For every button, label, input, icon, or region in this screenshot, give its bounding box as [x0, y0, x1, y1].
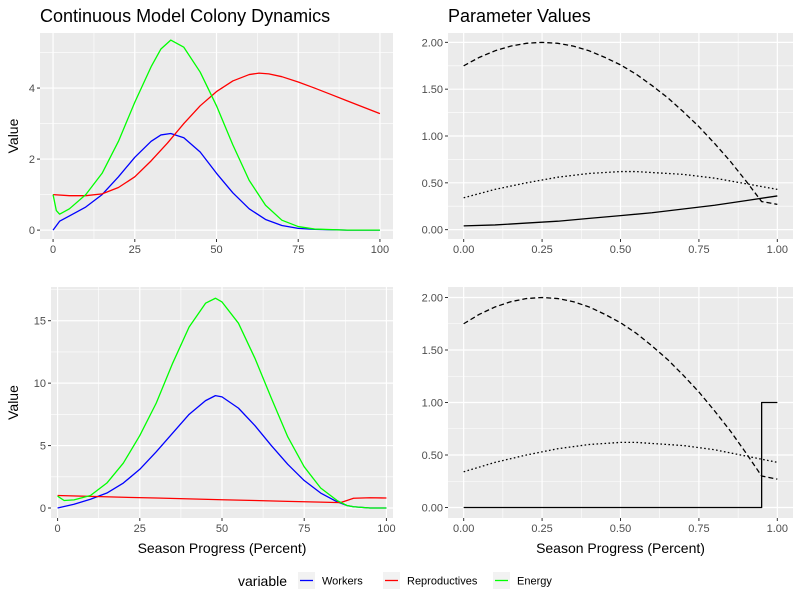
- y-axis-label: Value: [5, 385, 21, 420]
- panel-3: 0 25 50 75 100 0 5 10 15 Season Progress (Percent…: [5, 287, 396, 556]
- y-tick-label: 10: [34, 378, 46, 390]
- panel-4: 0.00 0.25 0.50 0.75 1.00 0.00 0.50 1.00 1.50 2.00…: [422, 287, 793, 556]
- x-axis-label: Season Progress (Percent): [138, 540, 307, 556]
- legend-title: variable: [238, 573, 287, 589]
- y-tick-label: 2.00: [422, 37, 443, 49]
- panel-2: 0.00 0.25 0.50 0.75 1.00 0.00 0.50 1.00 1.50 2.00…: [422, 6, 793, 256]
- y-tick-label: 5: [40, 441, 46, 453]
- panel-title: Continuous Model Colony Dynamics: [40, 6, 330, 26]
- y-tick-label: 2: [29, 154, 35, 166]
- x-tick-label: 0.50: [610, 523, 631, 535]
- series-line-workers: [52, 132, 380, 231]
- x-tick-label: 0: [55, 523, 61, 535]
- y-axis-label: Value: [5, 118, 21, 153]
- x-tick-label: 25: [129, 244, 141, 256]
- y-tick-label: 1.50: [422, 84, 443, 96]
- legend-label-workers: Workers: [322, 576, 363, 588]
- y-tick-label: 0: [40, 503, 46, 515]
- x-tick-label: 1.00: [767, 523, 788, 535]
- series-line-solid-3: [463, 195, 778, 227]
- series-line-dashed-1: [463, 41, 778, 205]
- x-tick-label: 0.75: [688, 244, 709, 256]
- series-line-solid-3: [463, 401, 778, 509]
- series-line-dashed-1: [463, 296, 778, 480]
- x-tick-label: 0.50: [610, 244, 631, 256]
- series-line-reproductives: [57, 494, 387, 504]
- x-tick-label: 0.25: [531, 523, 552, 535]
- x-tick-label: 100: [371, 244, 389, 256]
- y-tick-label: 1.50: [422, 345, 443, 357]
- legend: variable Workers Reproductives Energy: [238, 572, 552, 589]
- x-tick-label: 0.00: [453, 244, 474, 256]
- panel-1: 0 25 50 75 100 0 2 4 Continuous Model Colony Dyn…: [5, 6, 393, 256]
- x-tick-label: 100: [377, 523, 395, 535]
- y-tick-label: 4: [29, 83, 35, 95]
- legend-label-reproductives: Reproductives: [407, 576, 478, 588]
- y-tick-label: 2.00: [422, 293, 443, 305]
- x-tick-label: 1.00: [767, 244, 788, 256]
- series-line-energy: [52, 39, 380, 231]
- y-tick-label: 0.50: [422, 450, 443, 462]
- x-tick-label: 75: [298, 523, 310, 535]
- x-tick-label: 25: [134, 523, 146, 535]
- series-line-energy: [57, 297, 387, 509]
- y-tick-label: 1.00: [422, 131, 443, 143]
- y-tick-label: 0: [29, 225, 35, 237]
- panel-title: Parameter Values: [448, 6, 591, 26]
- x-tick-label: 75: [292, 244, 304, 256]
- y-tick-label: 0.50: [422, 178, 443, 190]
- y-tick-label: 1.00: [422, 398, 443, 410]
- x-tick-label: 50: [216, 523, 228, 535]
- x-tick-label: 0.00: [453, 523, 474, 535]
- x-tick-label: 0.25: [531, 244, 552, 256]
- series-line-reproductives: [53, 72, 381, 197]
- x-tick-label: 0: [50, 244, 56, 256]
- y-tick-label: 15: [34, 316, 46, 328]
- x-axis-label: Season Progress (Percent): [536, 540, 705, 556]
- y-tick-label: 0.00: [422, 503, 443, 515]
- x-tick-label: 0.75: [688, 523, 709, 535]
- legend-label-energy: Energy: [517, 576, 552, 588]
- x-tick-label: 50: [210, 244, 222, 256]
- y-tick-label: 0.00: [422, 225, 443, 237]
